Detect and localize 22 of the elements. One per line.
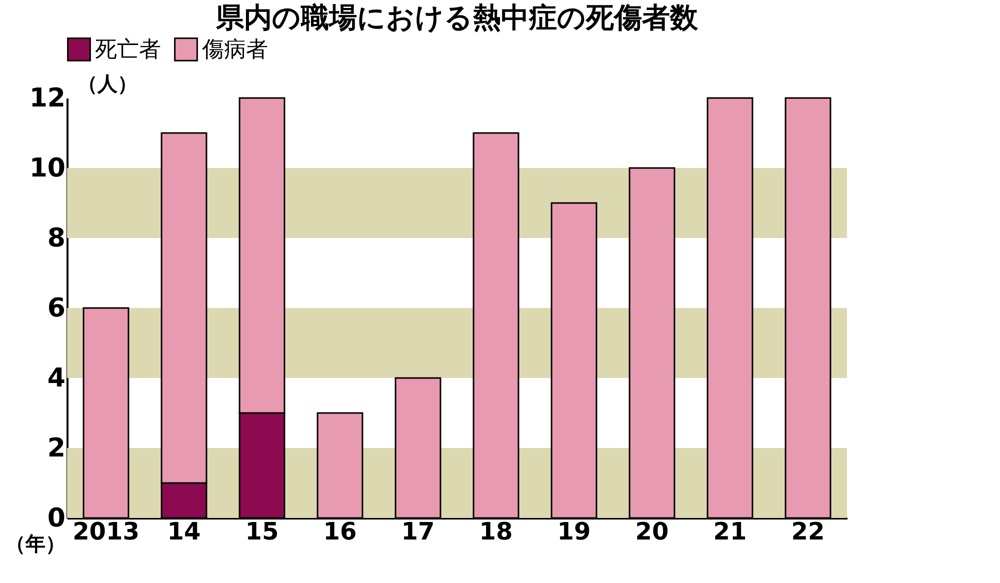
x-tick-label: 15 — [245, 518, 279, 546]
x-tick-label: 16 — [323, 518, 357, 546]
legend-label: 傷病者 — [201, 37, 268, 62]
y-tick-label: 10 — [29, 154, 66, 184]
y-tick-label: 2 — [47, 434, 66, 464]
legend-label: 死亡者 — [95, 37, 161, 62]
y-axis-title: （人） — [78, 72, 138, 96]
x-tick-label: 21 — [713, 518, 747, 546]
chart-title: 県内の職場における熱中症の死傷者数 — [215, 1, 699, 34]
x-tick-label: 20 — [635, 518, 669, 546]
y-tick-label: 4 — [47, 364, 66, 394]
y-tick-label: 6 — [47, 294, 66, 324]
x-tick-label: 22 — [791, 518, 825, 546]
x-tick-label: 2013 — [72, 518, 140, 546]
x-tick-label: 19 — [557, 518, 591, 546]
x-tick-label: 18 — [479, 518, 513, 546]
x-axis-title: （年） — [6, 532, 66, 556]
y-tick-label: 0 — [47, 504, 66, 534]
y-tick-label: 12 — [29, 84, 66, 114]
x-tick-label: 14 — [167, 518, 201, 546]
y-tick-label: 8 — [47, 224, 66, 254]
x-tick-label: 17 — [401, 518, 435, 546]
